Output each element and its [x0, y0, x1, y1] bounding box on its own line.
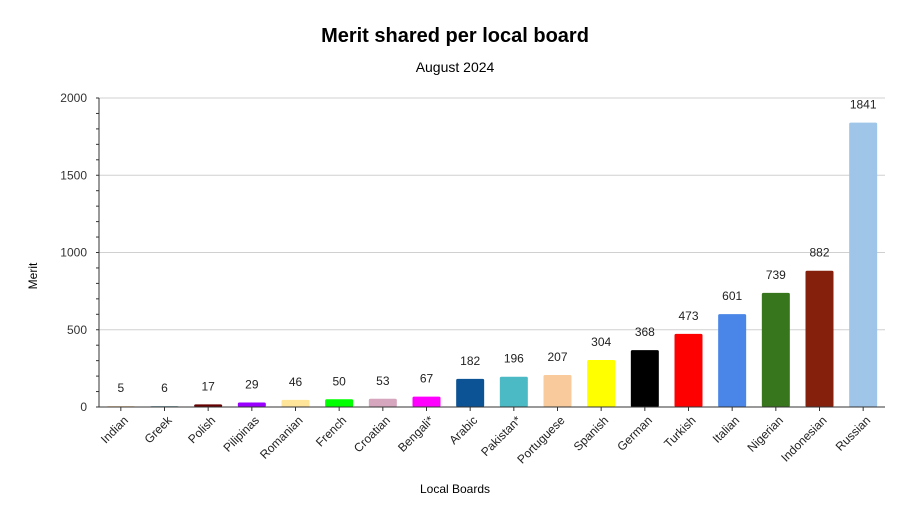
- x-tick-label: Romanian: [257, 413, 306, 462]
- x-tick-label: Greek: [142, 413, 176, 447]
- bar: [281, 399, 310, 407]
- bar: [849, 122, 878, 408]
- bar: [543, 375, 572, 407]
- data-label: 196: [504, 352, 524, 366]
- bar: [761, 292, 790, 407]
- bar: [237, 402, 266, 407]
- data-label: 53: [376, 374, 390, 388]
- x-tick-label: French: [313, 413, 349, 449]
- bar: [194, 404, 223, 407]
- bar: [805, 270, 834, 407]
- bar: [587, 360, 616, 407]
- x-tick-label: Pakistan*: [478, 413, 524, 459]
- data-label: 601: [722, 289, 742, 303]
- bar: [412, 396, 441, 407]
- y-tick-label: 2000: [60, 91, 87, 105]
- x-tick-label: Croatian: [351, 413, 393, 455]
- data-label: 473: [678, 309, 698, 323]
- x-tick-label: Spanish: [571, 413, 612, 454]
- chart-title: Merit shared per local board: [321, 25, 589, 47]
- x-tick-label: Bengali*: [395, 413, 437, 455]
- x-tick-label: Russian: [833, 413, 874, 454]
- bar: [630, 350, 659, 407]
- x-tick-label: Italian: [710, 413, 743, 446]
- bar: [368, 398, 397, 407]
- bar: [718, 314, 747, 407]
- x-tick-label: Polish: [185, 413, 218, 446]
- bar: [456, 378, 485, 407]
- x-tick-label: Indonesian: [778, 413, 829, 464]
- y-tick-label: 0: [80, 400, 87, 414]
- x-tick-label: Arabic: [446, 413, 480, 447]
- x-axis-label: Local Boards: [419, 482, 491, 496]
- chart-subtitle: August 2024: [415, 59, 495, 75]
- data-label: 6: [161, 381, 168, 395]
- x-tick-label: Nigerian: [744, 413, 786, 455]
- x-tick-label: Turkish: [661, 413, 698, 450]
- data-label: 17: [201, 379, 215, 393]
- x-tick-label: Indian: [98, 413, 131, 446]
- data-label: 1841: [850, 98, 877, 112]
- bar: [674, 333, 703, 407]
- data-label: 5: [117, 381, 124, 395]
- data-label: 67: [420, 372, 434, 386]
- bar: [325, 399, 354, 407]
- x-tick-label: Pilipinas: [220, 413, 262, 455]
- data-label: 46: [289, 375, 303, 389]
- data-label: 882: [809, 246, 829, 260]
- data-label: 207: [547, 350, 567, 364]
- data-label: 368: [635, 325, 655, 339]
- data-label: 29: [245, 378, 259, 392]
- data-label: 739: [766, 268, 786, 282]
- y-tick-label: 500: [67, 323, 87, 337]
- data-label: 304: [591, 335, 611, 349]
- x-tick-label: German: [614, 413, 655, 454]
- y-tick-label: 1500: [60, 168, 87, 182]
- data-label: 50: [332, 374, 346, 388]
- bar: [499, 376, 528, 407]
- data-label: 182: [460, 354, 480, 368]
- y-tick-label: 1000: [60, 246, 87, 260]
- x-tick-label: Portuguese: [514, 413, 568, 467]
